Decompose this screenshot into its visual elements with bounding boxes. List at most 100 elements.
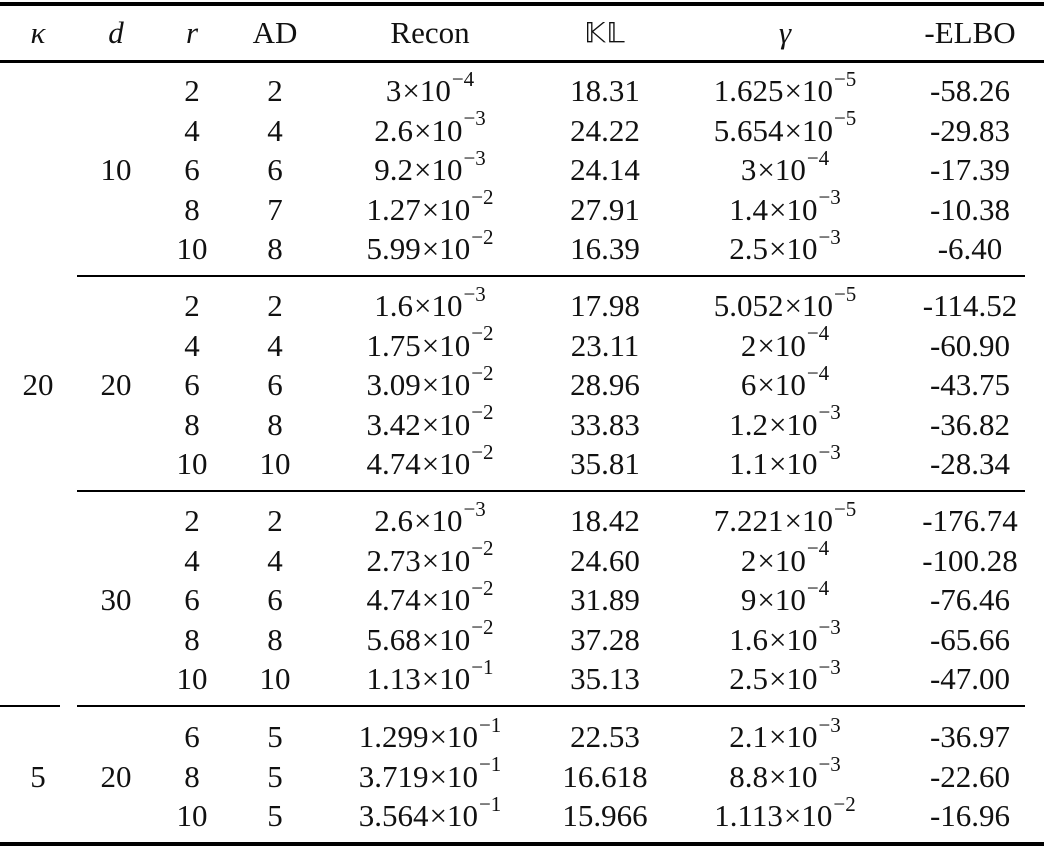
header-gamma: γ <box>778 15 792 50</box>
cell-gamma: 2.5×10−3 <box>729 226 841 268</box>
cell-gamma: 2×10−4 <box>741 538 829 580</box>
cell-kl: 22.53 <box>570 719 640 754</box>
mantissa: 4.74 <box>366 582 421 617</box>
times-ten: ×10 <box>413 112 463 148</box>
mantissa: 4.74 <box>366 446 421 481</box>
exponent: −1 <box>478 791 502 816</box>
cell-recon: 1.75×10−2 <box>366 323 493 365</box>
cell-ad: 4 <box>267 327 283 363</box>
mantissa: 8.8 <box>729 758 768 794</box>
exponent: −3 <box>818 752 841 777</box>
cell-r: 8 <box>184 406 200 442</box>
cell-r: 2 <box>184 73 200 108</box>
cell-recon: 5.99×10−2 <box>366 226 493 268</box>
exponent: −3 <box>463 496 486 521</box>
mantissa: 2 <box>740 327 757 363</box>
exponent: −3 <box>818 400 841 425</box>
cell-gamma: 1.4×10−3 <box>729 187 841 229</box>
cell-recon: 3.719×10−1 <box>358 754 502 796</box>
cell-gamma: 7.221×10−5 <box>714 498 857 540</box>
cell-neg-elbo: -28.34 <box>929 446 1011 481</box>
mantissa: 1.6 <box>374 288 413 323</box>
cell-ad: 2 <box>267 503 283 538</box>
exponent: −4 <box>806 360 830 385</box>
mantissa: 3.719 <box>358 758 429 794</box>
exponent: −3 <box>818 615 841 640</box>
cell-r: 6 <box>184 152 200 187</box>
cell-recon: 2.6×10−3 <box>374 498 486 540</box>
cell-neg-elbo: -29.83 <box>929 112 1011 148</box>
cell-d: 30 <box>100 582 132 617</box>
cell-gamma: 1.113×10−2 <box>714 793 855 835</box>
cell-r: 4 <box>184 542 200 578</box>
cell-r: 4 <box>184 112 200 148</box>
exponent: −5 <box>833 66 857 91</box>
cell-ad: 10 <box>259 446 291 481</box>
cell-neg-elbo: -36.97 <box>929 719 1011 754</box>
cell-recon: 1.299×10−1 <box>358 714 502 756</box>
cell-gamma: 6×10−4 <box>740 362 829 404</box>
cell-neg-elbo: -76.46 <box>929 582 1011 617</box>
cell-recon: 4.74×10−2 <box>366 441 493 483</box>
cell-gamma: 1.6×10−3 <box>729 617 841 659</box>
mantissa: 1.2 <box>729 406 768 442</box>
header-kl: 𝕂𝕃 <box>584 16 626 49</box>
cell-kl: 35.13 <box>570 661 640 696</box>
times-ten: ×10 <box>413 503 463 538</box>
cell-neg-elbo: -65.66 <box>929 621 1011 657</box>
times-ten: ×10 <box>421 446 471 481</box>
cell-recon: 1.6×10−3 <box>374 283 486 325</box>
cell-kl: 27.91 <box>570 191 640 227</box>
cell-recon: 5.68×10−2 <box>366 617 493 659</box>
cell-neg-elbo: -22.60 <box>929 758 1011 794</box>
cell-r: 8 <box>184 758 200 794</box>
cell-r: 6 <box>184 719 200 754</box>
times-ten: ×10 <box>421 367 471 402</box>
mantissa: 1.299 <box>358 719 429 754</box>
cell-gamma: 5.052×10−5 <box>714 283 857 325</box>
exponent: −4 <box>806 145 830 170</box>
cell-ad: 7 <box>267 191 283 227</box>
cell-gamma: 9×10−4 <box>741 577 829 619</box>
cell-kl: 33.83 <box>570 406 640 442</box>
times-ten: ×10 <box>413 152 463 187</box>
cell-gamma: 1.625×10−5 <box>714 68 857 110</box>
cell-gamma: 2.5×10−3 <box>729 656 841 698</box>
cell-kl: 16.39 <box>570 231 640 266</box>
cell-ad: 10 <box>259 661 291 696</box>
mantissa: 1.75 <box>366 327 421 363</box>
mantissa: 5.68 <box>366 621 421 657</box>
times-ten: ×10 <box>768 621 818 657</box>
times-ten: ×10 <box>783 798 833 833</box>
cell-ad: 8 <box>267 231 283 266</box>
cell-recon: 2.6×10−3 <box>374 108 486 150</box>
mantissa: 2.1 <box>729 719 768 754</box>
mantissa: 3 <box>740 152 757 187</box>
cell-kl: 35.81 <box>570 446 640 481</box>
exponent: −4 <box>451 66 475 91</box>
cell-ad: 4 <box>267 112 283 148</box>
times-ten: ×10 <box>413 288 463 323</box>
mantissa: 9.2 <box>374 152 413 187</box>
cell-gamma: 2.1×10−3 <box>729 714 841 756</box>
cell-recon: 1.13×10−1 <box>366 656 493 698</box>
cell-neg-elbo: -16.96 <box>929 798 1011 833</box>
cell-kl: 28.96 <box>570 367 640 402</box>
mantissa: 1.27 <box>366 191 421 227</box>
exponent: −3 <box>818 712 841 737</box>
header-d: d <box>108 15 124 50</box>
exponent: −2 <box>471 321 494 346</box>
mantissa: 1.13 <box>366 661 421 696</box>
exponent: −2 <box>471 400 494 425</box>
cell-ad: 8 <box>267 621 283 657</box>
exponent: −3 <box>463 281 486 306</box>
times-ten: ×10 <box>768 661 818 696</box>
cell-kl: 24.22 <box>570 112 640 148</box>
exponent: −3 <box>463 145 486 170</box>
cell-r: 10 <box>176 231 208 266</box>
mantissa: 6 <box>740 367 757 402</box>
times-ten: ×10 <box>429 719 478 754</box>
cell-neg-elbo: -17.39 <box>929 152 1011 187</box>
cell-gamma: 1.1×10−3 <box>729 441 841 483</box>
exponent: −2 <box>833 791 856 816</box>
